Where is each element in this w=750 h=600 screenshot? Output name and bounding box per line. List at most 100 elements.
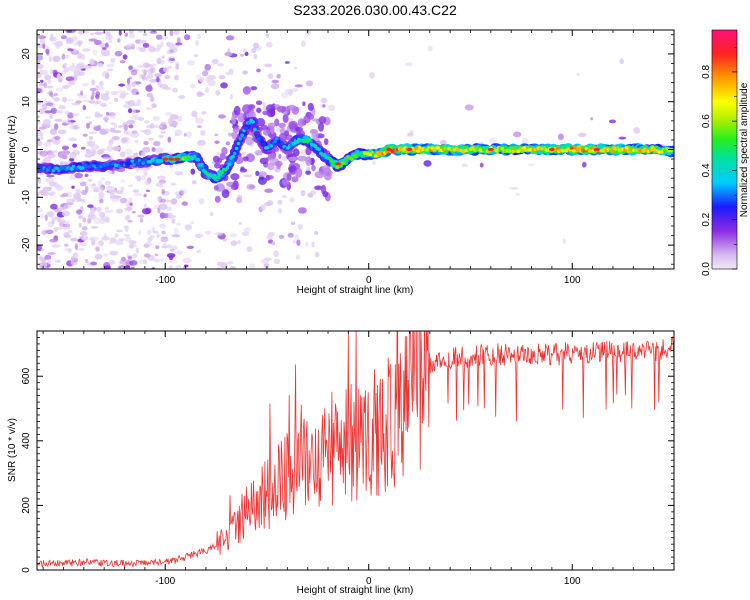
ridge-peak — [335, 162, 342, 166]
transition-blob — [303, 115, 311, 124]
noise-blob — [205, 87, 210, 94]
ridge-cell — [236, 141, 241, 146]
noise-blob — [295, 254, 301, 260]
spectrogram-ytick-label: 20 — [21, 48, 32, 60]
noise-blob — [143, 259, 148, 265]
noise-blob — [138, 229, 142, 236]
noise-blob — [109, 250, 119, 256]
noise-blob — [108, 139, 114, 146]
transition-blob — [297, 118, 305, 127]
noise-blob — [145, 241, 152, 247]
noise-blob — [136, 91, 140, 95]
noise-blob — [271, 241, 276, 246]
noise-blob — [123, 124, 129, 131]
noise-blob — [68, 125, 78, 130]
noise-blob — [104, 209, 114, 214]
noise-blob — [277, 199, 283, 205]
noise-blob — [61, 120, 67, 123]
transition-blob — [214, 195, 221, 203]
noise-blob — [103, 233, 107, 238]
ridge-cell — [511, 149, 516, 154]
noise-blob — [37, 140, 43, 147]
noise-blob — [57, 129, 67, 135]
noise-blob — [70, 237, 78, 242]
noise-blob — [198, 198, 205, 205]
noise-blob — [125, 148, 133, 155]
noise-blob — [156, 76, 160, 83]
noise-blob — [87, 218, 92, 224]
noise-blob — [248, 184, 256, 189]
ridge-cell — [220, 170, 224, 175]
noise-blob — [132, 189, 140, 193]
ridge-peak — [406, 147, 413, 152]
noise-blob — [160, 258, 164, 263]
noise-blob — [152, 116, 160, 121]
noise-blob — [113, 97, 119, 102]
noise-blob — [64, 110, 69, 115]
ridge-cell — [520, 149, 525, 153]
noise-blob — [46, 174, 55, 178]
ridge-cell — [414, 146, 418, 151]
noise-blob — [89, 58, 95, 66]
noise-blob — [297, 223, 304, 230]
noise-blob — [47, 252, 56, 255]
ridge-cell — [47, 166, 52, 170]
noise-blob — [44, 254, 52, 260]
noise-blob — [84, 185, 89, 193]
noise-blob — [94, 253, 103, 260]
transition-blob — [221, 189, 230, 199]
transition-blob — [255, 118, 266, 127]
noise-blob — [39, 38, 46, 45]
noise-blob — [101, 46, 107, 51]
noise-blob — [37, 191, 40, 198]
noise-blob — [128, 65, 133, 71]
ridge-cell — [494, 149, 499, 153]
noise-blob — [41, 103, 48, 111]
noise-blob — [186, 131, 193, 138]
spectrogram-ytick-label: -10 — [21, 190, 32, 205]
noise-blob — [106, 68, 114, 72]
noise-blob — [153, 48, 161, 52]
colorbar-tick-label: 0.6 — [701, 114, 712, 128]
noise-blob — [314, 231, 319, 235]
transition-blob — [258, 171, 267, 178]
noise-blob — [132, 211, 136, 214]
noise-blob — [72, 197, 76, 203]
transition-blob — [282, 113, 289, 123]
noise-blob — [124, 101, 131, 104]
spectrogram-ytick-label: -20 — [21, 237, 32, 252]
noise-blob — [159, 124, 165, 129]
ridge-peak — [174, 157, 181, 161]
noise-blob — [175, 222, 182, 226]
noise-blob — [46, 85, 54, 89]
noise-blob — [193, 54, 199, 58]
transition-blob — [221, 147, 228, 155]
noise-blob — [112, 146, 121, 152]
noise-blob — [174, 133, 180, 137]
ridge-cell — [416, 149, 420, 153]
noise-blob — [54, 40, 63, 47]
noise-blob — [74, 243, 78, 250]
snr-ytick-label: 600 — [21, 367, 32, 384]
noise-blob — [87, 142, 92, 146]
noise-blob — [229, 233, 238, 238]
transition-blob — [291, 176, 299, 183]
noise-blob — [182, 257, 192, 264]
noise-blob — [195, 40, 199, 46]
noise-blob — [77, 52, 83, 60]
noise-blob — [289, 197, 295, 203]
noise-blob — [39, 150, 48, 157]
noise-blob — [64, 54, 70, 59]
spectrogram-image — [37, 30, 674, 269]
transition-blob — [242, 104, 252, 114]
noise-blob — [65, 76, 75, 82]
noise-blob — [62, 97, 67, 100]
noise-blob — [101, 49, 111, 57]
noise-blob — [71, 102, 81, 106]
noise-blob — [162, 243, 168, 248]
ridge-cell — [610, 149, 614, 153]
noise-blob — [110, 91, 119, 96]
noise-blob — [81, 146, 86, 150]
transition-blob — [265, 104, 276, 113]
